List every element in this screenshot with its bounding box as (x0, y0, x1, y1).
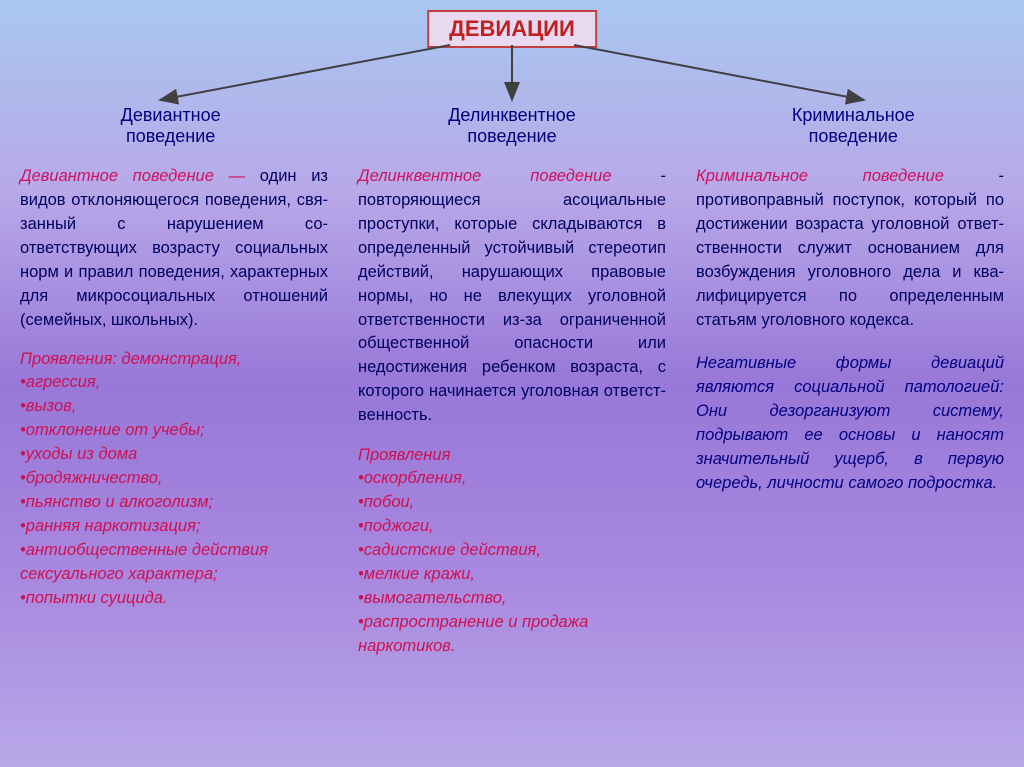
branch-mid-l2: поведение (467, 126, 556, 146)
criminal-note: Негативные формы девиаций являются социа… (696, 352, 1004, 496)
branch-titles: Девиантное поведение Делинквентное повед… (0, 105, 1024, 147)
deviant-manifest-title: Проявления: демонстрация, (20, 350, 328, 369)
delinquent-term: Делинквентное поведение (358, 167, 612, 185)
list-item: •попытки суицида. (20, 587, 328, 611)
list-item: •вымогательство, (358, 587, 666, 611)
branch-mid-l1: Делинквентное (448, 105, 576, 125)
branch-criminal: Криминальное поведение (703, 105, 1003, 147)
delinquent-manifest-list: •оскорбления,•побои,•поджоги,•садистские… (358, 467, 666, 658)
column-delinquent: Делинквентное поведение - повторяющиеся … (358, 165, 666, 659)
columns-container: Девиантное поведение — один из видов отк… (0, 165, 1024, 659)
criminal-term: Криминальное поведение (696, 167, 944, 185)
branch-deviant: Девиантное поведение (21, 105, 321, 147)
list-item: •мелкие кражи, (358, 563, 666, 587)
deviant-def-text: один из видов отклоня­ющегося поведения,… (20, 167, 328, 329)
list-item: •агрессия, (20, 371, 328, 395)
criminal-definition: Криминальное поведение - противоправный … (696, 165, 1004, 332)
delinquent-definition: Делинквентное поведение - повторяющиеся … (358, 165, 666, 428)
branch-right-l1: Криминальное (792, 105, 915, 125)
list-item: •поджоги, (358, 515, 666, 539)
delinquent-def-text: - повторяющиеся асоциальные проступки, к… (358, 167, 666, 424)
list-item: •отклонение от учебы; (20, 419, 328, 443)
list-item: •бродяжничество, (20, 467, 328, 491)
list-item: •побои, (358, 491, 666, 515)
branch-delinquent: Делинквентное поведение (362, 105, 662, 147)
column-criminal: Криминальное поведение - противоправный … (696, 165, 1004, 659)
deviant-manifest-list: •агрессия,•вызов,•отклонение от учебы;•у… (20, 371, 328, 610)
list-item: •антиобщественные действия сексуального … (20, 539, 328, 587)
branch-right-l2: поведение (809, 126, 898, 146)
list-item: •вызов, (20, 395, 328, 419)
list-item: •пьянство и алкоголизм; (20, 491, 328, 515)
criminal-def-text: - противоправный поступок, который по до… (696, 167, 1004, 329)
delinquent-manifest-title: Проявления (358, 446, 666, 465)
deviant-term: Девиантное поведение — (20, 167, 245, 185)
branch-left-l1: Девиантное (121, 105, 221, 125)
list-item: •уходы из дома (20, 443, 328, 467)
branch-left-l2: поведение (126, 126, 215, 146)
list-item: •распространение и продажа наркотиков. (358, 611, 666, 659)
deviant-definition: Девиантное поведение — один из видов отк… (20, 165, 328, 332)
column-deviant: Девиантное поведение — один из видов отк… (20, 165, 328, 659)
list-item: •садистские действия, (358, 539, 666, 563)
list-item: •оскорбления, (358, 467, 666, 491)
list-item: •ранняя наркотизация; (20, 515, 328, 539)
branch-arrows (0, 40, 1024, 110)
